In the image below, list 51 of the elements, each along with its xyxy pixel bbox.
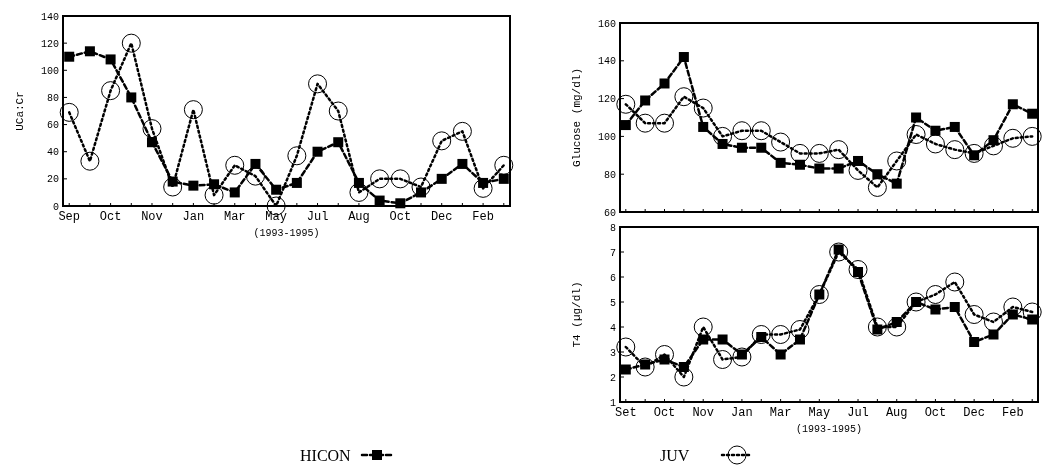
y-tick-label: 2 [609,372,616,384]
y-tick-label: 140 [597,56,616,68]
y-tick-label: 6 [609,272,616,284]
x-tick-label: Jul [847,406,869,420]
y-tick-label: 120 [40,38,59,50]
x-tick-label: Mar [223,210,246,224]
x-tick-label: May [808,406,831,420]
y-tick-label: 1 [609,397,616,409]
x-tick-label: Sep [58,210,81,224]
y-tick-label: 140 [40,11,59,23]
x-tick-label: Aug [885,406,908,420]
x-tick-label: Dec [430,210,453,224]
x-tick-label: Oct [99,210,122,224]
x-tick-label: Jan [182,210,205,224]
x-tick-label: Mar [769,406,792,420]
y-tick-label: 80 [603,169,616,181]
x-tick-label: Oct [389,210,412,224]
y-tick-label: 0 [52,201,59,213]
y-tick-label: 5 [609,297,616,309]
x-axis-title: (1993-1995) [253,228,320,239]
x-tick-label: Jan [731,406,753,420]
x-tick-label: Oct [653,406,676,420]
y-tick-label: 7 [609,247,616,259]
y-tick-label: 20 [46,174,59,186]
y-tick-label: 60 [603,207,616,219]
y-tick-label: 3 [609,347,616,359]
x-tick-label: Nov [141,210,163,224]
x-tick-label: Nov [692,406,715,420]
x-tick-label: Set [615,406,637,420]
y-tick-label: 40 [46,147,59,159]
x-tick-label: Oct [924,406,947,420]
y-tick-label: 60 [46,120,59,132]
y-tick-label: 100 [40,65,59,77]
y-axis-title: Glucose (mg/dl) [571,67,583,168]
x-tick-label: Feb [1002,406,1024,420]
y-tick-label: 100 [597,131,616,143]
y-tick-label: 120 [597,94,616,106]
legend-label: JUV [660,446,690,464]
x-tick-label: May [265,210,287,224]
y-tick-label: 4 [609,322,616,334]
x-axis-title: (1993-1995) [795,424,863,435]
x-tick-label: Jul [306,210,329,224]
y-axis-title: T4 (µg/dl) [571,281,583,348]
x-tick-label: Aug [348,210,370,224]
y-tick-label: 160 [597,18,616,30]
y-tick-label: 8 [609,222,616,234]
y-tick-label: 80 [46,92,59,104]
legend-label: HICON [300,446,352,464]
x-tick-label: Dec [963,406,985,420]
x-tick-label: Feb [472,210,494,224]
y-axis-title: UCa:Cr [14,91,26,131]
